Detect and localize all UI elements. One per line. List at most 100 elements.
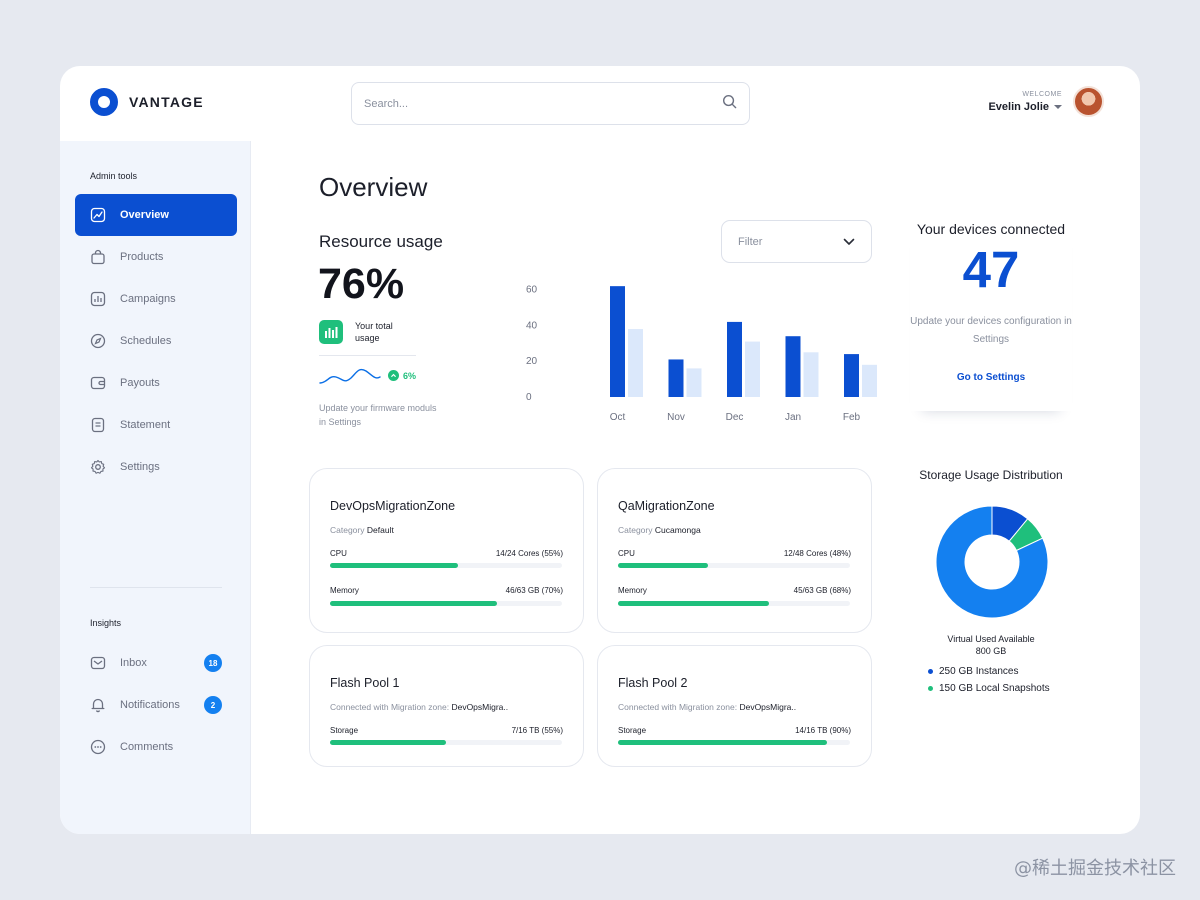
storage-legend: 250 GB Instances 150 GB Local Snapshots (928, 666, 1050, 700)
y-tick-label: 40 (526, 320, 538, 331)
storage-label: Storage (618, 726, 647, 735)
progress-fill (330, 563, 458, 568)
bar-chart-icon (90, 291, 106, 307)
storage-value: 14/16 TB (90%) (795, 726, 851, 735)
sidebar-item-overview[interactable]: Overview (75, 194, 237, 236)
pool-connection: Connected with Migration zone: DevOpsMig… (330, 702, 509, 712)
sidebar-item-label: Comments (120, 741, 174, 753)
compass-icon (90, 333, 106, 349)
bar-oct-1[interactable] (628, 329, 643, 397)
bar-nov-0[interactable] (668, 359, 684, 397)
zone-card-devops[interactable]: DevOpsMigrationZone Category Default CPU… (309, 468, 584, 633)
insights-label: Insights (90, 618, 122, 628)
chat-icon (90, 739, 106, 755)
pool-title: Flash Pool 1 (330, 676, 400, 690)
bar-jan-1[interactable] (803, 352, 819, 397)
caret-down-icon[interactable] (1054, 104, 1062, 109)
legend-dot (928, 686, 933, 691)
pool-card-1[interactable]: Flash Pool 1 Connected with Migration zo… (309, 645, 584, 767)
zone-category: Category Cucamonga (618, 525, 701, 535)
bar-dec-0[interactable] (727, 321, 742, 397)
bar-feb-0[interactable] (844, 354, 859, 397)
user-menu[interactable]: WELCOME Evelin Jolie (988, 86, 1104, 117)
admin-tools-label: Admin tools (90, 171, 138, 181)
zone-card-qa[interactable]: QaMigrationZone Category Cucamonga CPU 1… (597, 468, 872, 633)
user-text: WELCOME Evelin Jolie (988, 91, 1062, 113)
bar-jan-0[interactable] (785, 336, 801, 397)
cpu-progress (618, 563, 850, 568)
sidebar-item-schedules[interactable]: Schedules (75, 320, 237, 362)
legend-label: 250 GB Instances (939, 666, 1019, 677)
zone-title: DevOpsMigrationZone (330, 499, 456, 513)
inbox-count-badge: 18 (204, 654, 222, 672)
sidebar-item-payouts[interactable]: Payouts (75, 362, 237, 404)
document-icon (90, 417, 106, 433)
sidebar-item-products[interactable]: Products (75, 236, 237, 278)
user-name-row[interactable]: Evelin Jolie (988, 101, 1062, 113)
usage-divider (319, 355, 416, 356)
pool-card-2[interactable]: Flash Pool 2 Connected with Migration zo… (597, 645, 872, 767)
wallet-icon (90, 375, 106, 391)
storage-caption-line1: Virtual Used Available (947, 634, 1035, 644)
sidebar-item-label: Schedules (120, 335, 172, 347)
sidebar-item-settings[interactable]: Settings (75, 446, 237, 488)
pool-title: Flash Pool 2 (618, 676, 688, 690)
progress-fill (330, 601, 498, 606)
notifications-count-badge: 2 (204, 696, 222, 714)
resource-bar-chart: 0 20 40 60 Oct Nov Dec Jan Feb (526, 285, 877, 423)
sidebar-item-label: Products (120, 251, 164, 263)
memory-label: Memory (330, 586, 359, 595)
search-input[interactable] (364, 97, 722, 110)
sidebar-item-comments[interactable]: Comments (75, 726, 237, 768)
memory-progress (330, 601, 562, 606)
storage-progress (618, 740, 850, 745)
devices-note: Update your devices configuration in Set… (910, 316, 1072, 345)
search-box[interactable] (351, 82, 750, 125)
chart-icon (90, 207, 106, 223)
logo[interactable]: VANTAGE (90, 88, 204, 116)
bar-nov-1[interactable] (686, 368, 702, 397)
sidebar-item-label: Inbox (120, 657, 147, 669)
sidebar-item-label: Settings (120, 461, 160, 473)
usage-bars-icon (319, 320, 343, 344)
sidebar: Admin tools Overview Products Campaigns … (60, 141, 251, 834)
gear-icon (90, 459, 106, 475)
storage-progress (330, 740, 562, 745)
storage-label: Storage (330, 726, 359, 735)
arrow-up-icon (388, 370, 399, 381)
y-tick-label: 0 (526, 392, 532, 403)
legend-label: 150 GB Local Snapshots (939, 683, 1050, 694)
donut-slice-2[interactable] (935, 505, 1049, 619)
devices-title: Your devices connected (916, 221, 1066, 237)
legend-item: 250 GB Instances (928, 666, 1050, 677)
resource-usage-percent: 76% (318, 260, 405, 308)
memory-value: 46/63 GB (70%) (505, 586, 563, 595)
filter-label: Filter (738, 235, 763, 248)
pool-connection: Connected with Migration zone: DevOpsMig… (618, 702, 797, 712)
y-tick-label: 60 (526, 285, 538, 296)
storage-donut-chart (935, 505, 1049, 619)
welcome-label: WELCOME (1022, 90, 1062, 98)
search-icon[interactable] (722, 94, 737, 114)
sidebar-item-inbox[interactable]: Inbox 18 (75, 642, 237, 684)
sidebar-item-statement[interactable]: Statement (75, 404, 237, 446)
go-to-settings-link[interactable]: Go to Settings (956, 372, 1026, 383)
bar-dec-1[interactable] (745, 341, 760, 397)
sidebar-item-label: Campaigns (120, 293, 176, 305)
sidebar-item-campaigns[interactable]: Campaigns (75, 278, 237, 320)
zone-title: QaMigrationZone (618, 499, 715, 513)
bar-feb-1[interactable] (862, 364, 877, 397)
cpu-label: CPU (618, 549, 635, 558)
filter-dropdown[interactable]: Filter (721, 220, 872, 263)
x-tick-label: Feb (843, 412, 861, 423)
x-tick-label: Dec (726, 412, 744, 423)
bar-oct-0[interactable] (610, 286, 625, 397)
sidebar-item-label: Payouts (120, 377, 160, 389)
total-usage-row: Your total usage (319, 320, 411, 344)
app-window: VANTAGE WELCOME Evelin Jolie Admin tools… (60, 66, 1140, 834)
memory-progress (618, 601, 850, 606)
avatar[interactable] (1073, 86, 1104, 117)
sidebar-item-notifications[interactable]: Notifications 2 (75, 684, 237, 726)
progress-fill (618, 563, 709, 568)
storage-value: 7/16 TB (55%) (511, 726, 563, 735)
